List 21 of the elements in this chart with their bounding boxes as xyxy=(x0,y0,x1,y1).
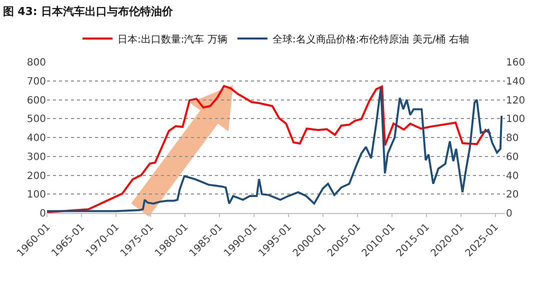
y2-tick-label: 60 xyxy=(506,152,519,163)
y2-tick-label: 0 xyxy=(506,208,512,220)
legend-label: 全球:名义商品价格:布伦特原油 美元/桶 右轴 xyxy=(272,33,469,46)
y2-tick-label: 80 xyxy=(506,133,519,144)
y2-tick-label: 120 xyxy=(506,95,526,106)
y-tick-label: 500 xyxy=(26,114,46,126)
legend-label: 日本:出口数量:汽车 万辆 xyxy=(118,33,228,46)
y-tick-label: 700 xyxy=(26,76,46,88)
y-tick-label: 100 xyxy=(26,190,46,201)
y-tick-label: 300 xyxy=(26,152,46,163)
y-tick-label: 600 xyxy=(26,95,46,106)
chart-title: 图 43: 日本汽车出口与布伦特油价 xyxy=(2,4,174,18)
y-tick-label: 400 xyxy=(26,133,46,144)
y2-tick-label: 140 xyxy=(506,76,526,88)
y-tick-label: 0 xyxy=(40,208,46,220)
y-tick-label: 200 xyxy=(26,170,46,182)
y2-tick-label: 100 xyxy=(506,114,526,126)
y-tick-label: 800 xyxy=(26,58,46,68)
y2-tick-label: 40 xyxy=(506,170,519,182)
y2-tick-label: 20 xyxy=(506,190,519,201)
y2-tick-label: 160 xyxy=(506,58,526,68)
